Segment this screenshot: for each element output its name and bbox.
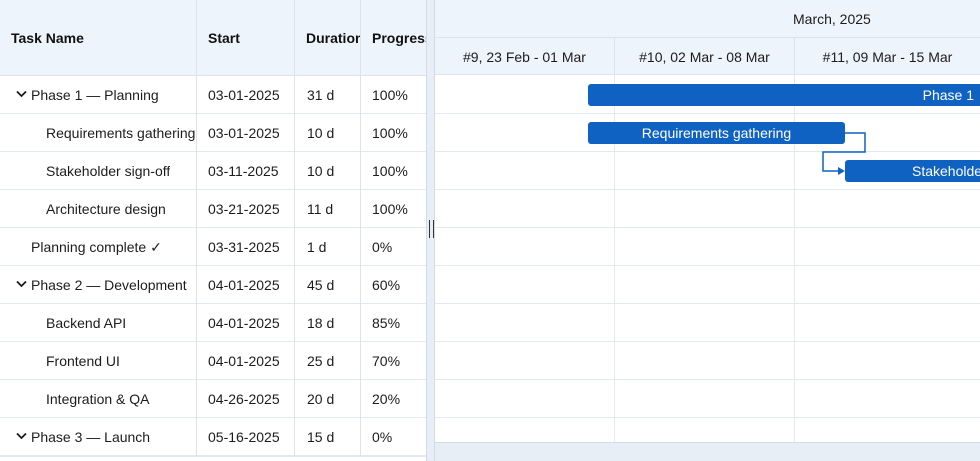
- table-row[interactable]: Phase 3 — Launch 05-16-2025 15 d 0%: [0, 418, 426, 456]
- duration-cell: 18 d: [307, 315, 335, 331]
- dependency-connector: [822, 132, 866, 175]
- gantt-bar-task[interactable]: Requirements gathering: [588, 122, 845, 144]
- start-date-cell: 03-01-2025: [208, 87, 280, 103]
- start-date-cell: 04-01-2025: [208, 353, 280, 369]
- table-row[interactable]: Phase 1 — Planning 03-01-2025 31 d 100%: [0, 76, 426, 114]
- task-name-cell: Phase 3 — Launch: [31, 429, 151, 445]
- gantt-bar-task[interactable]: Stakeholder sign-off: [845, 160, 980, 182]
- task-name-cell: Phase 1 — Planning: [31, 87, 159, 103]
- timeline-week: #10, 02 Mar - 08 Mar: [615, 38, 795, 75]
- table-row[interactable]: Planning complete ✓ 03-31-2025 1 d 0%: [0, 228, 426, 266]
- duration-cell: 10 d: [307, 163, 335, 179]
- duration-cell: 1 d: [307, 239, 327, 255]
- table-row[interactable]: Requirements gathering 03-01-2025 10 d 100%: [0, 114, 426, 152]
- task-name-cell: Frontend UI: [46, 353, 120, 369]
- row-gridline: [435, 341, 980, 342]
- task-name-cell: Architecture design: [46, 201, 166, 217]
- start-date-cell: 03-21-2025: [208, 201, 280, 217]
- task-name-cell: Requirements gathering: [46, 125, 196, 141]
- duration-cell: 45 d: [307, 277, 335, 293]
- row-gridline: [435, 113, 980, 114]
- task-name-cell: Integration & QA: [46, 391, 150, 407]
- task-grid: Task Name Start Duration Progress Phase …: [0, 0, 426, 461]
- column-divider[interactable]: [360, 0, 361, 461]
- progress-cell: 100%: [372, 87, 408, 103]
- start-date-cell: 03-31-2025: [208, 239, 280, 255]
- chevron-down-icon[interactable]: [14, 266, 28, 304]
- row-gridline: [435, 189, 980, 190]
- progress-cell: 0%: [372, 429, 393, 445]
- progress-cell: 70%: [372, 353, 401, 369]
- start-date-cell: 05-16-2025: [208, 429, 280, 445]
- chevron-down-icon[interactable]: [14, 76, 28, 114]
- row-gridline: [435, 227, 980, 228]
- column-header-duration[interactable]: Duration: [306, 30, 361, 46]
- column-header-task-name[interactable]: Task Name: [11, 30, 84, 46]
- timeline-header: March, 2025 #9, 23 Feb - 01 Mar #10, 02 …: [435, 0, 980, 75]
- duration-cell: 11 d: [307, 201, 334, 217]
- horizontal-scrollbar[interactable]: [435, 442, 980, 461]
- progress-cell: 85%: [372, 315, 401, 331]
- task-name-cell: Phase 2 — Development: [31, 277, 187, 293]
- progress-cell: 100%: [372, 163, 408, 179]
- timeline-week: #11, 09 Mar - 15 Mar: [822, 49, 953, 65]
- table-row[interactable]: Phase 2 — Development 04-01-2025 45 d 60%: [0, 266, 426, 304]
- timeline-month-label: March, 2025: [793, 11, 871, 27]
- grip-icon[interactable]: [429, 220, 434, 238]
- row-gridline: [435, 265, 980, 266]
- chevron-down-icon[interactable]: [14, 418, 28, 456]
- timeline-week: #9, 23 Feb - 01 Mar: [435, 38, 615, 75]
- duration-cell: 31 d: [307, 87, 335, 103]
- start-date-cell: 03-01-2025: [208, 125, 280, 141]
- table-row[interactable]: Integration & QA 04-26-2025 20 d 20%: [0, 380, 426, 418]
- progress-cell: 100%: [372, 201, 408, 217]
- duration-cell: 20 d: [307, 391, 335, 407]
- grid-header: Task Name Start Duration Progress: [0, 0, 426, 76]
- column-header-start[interactable]: Start: [208, 30, 240, 46]
- progress-cell: 100%: [372, 125, 408, 141]
- progress-cell: 0%: [372, 239, 393, 255]
- start-date-cell: 04-26-2025: [208, 391, 280, 407]
- column-divider[interactable]: [196, 0, 197, 461]
- start-date-cell: 04-01-2025: [208, 315, 280, 331]
- row-gridline: [435, 379, 980, 380]
- column-header-progress[interactable]: Progress: [372, 30, 426, 46]
- timeline-month-row: March, 2025: [435, 0, 980, 38]
- grid-chart-splitter[interactable]: [426, 0, 435, 461]
- table-row[interactable]: Backend API 04-01-2025 18 d 85%: [0, 304, 426, 342]
- duration-cell: 10 d: [307, 125, 335, 141]
- task-name-cell: Backend API: [46, 315, 127, 331]
- row-gridline: [435, 303, 980, 304]
- grid-footer: [0, 456, 426, 461]
- duration-cell: 25 d: [307, 353, 335, 369]
- duration-cell: 15 d: [307, 429, 335, 445]
- column-divider[interactable]: [294, 0, 295, 461]
- gantt-chart: March, 2025 #9, 23 Feb - 01 Mar #10, 02 …: [435, 0, 980, 461]
- table-row[interactable]: Frontend UI 04-01-2025 25 d 70%: [0, 342, 426, 380]
- table-row[interactable]: Architecture design 03-21-2025 11 d 100%: [0, 190, 426, 228]
- task-name-cell: Stakeholder sign-off: [46, 163, 171, 179]
- progress-cell: 20%: [372, 391, 401, 407]
- start-date-cell: 04-01-2025: [208, 277, 280, 293]
- week-gridline: [614, 75, 615, 442]
- gantt-bar-summary[interactable]: Phase 1: [588, 84, 980, 106]
- row-gridline: [435, 417, 980, 418]
- progress-cell: 60%: [372, 277, 401, 293]
- table-row[interactable]: Stakeholder sign-off 03-11-2025 10 d 100%: [0, 152, 426, 190]
- task-name-cell: Planning complete ✓: [31, 239, 162, 255]
- row-gridline: [435, 151, 980, 152]
- start-date-cell: 03-11-2025: [208, 163, 279, 179]
- week-gridline: [794, 75, 795, 442]
